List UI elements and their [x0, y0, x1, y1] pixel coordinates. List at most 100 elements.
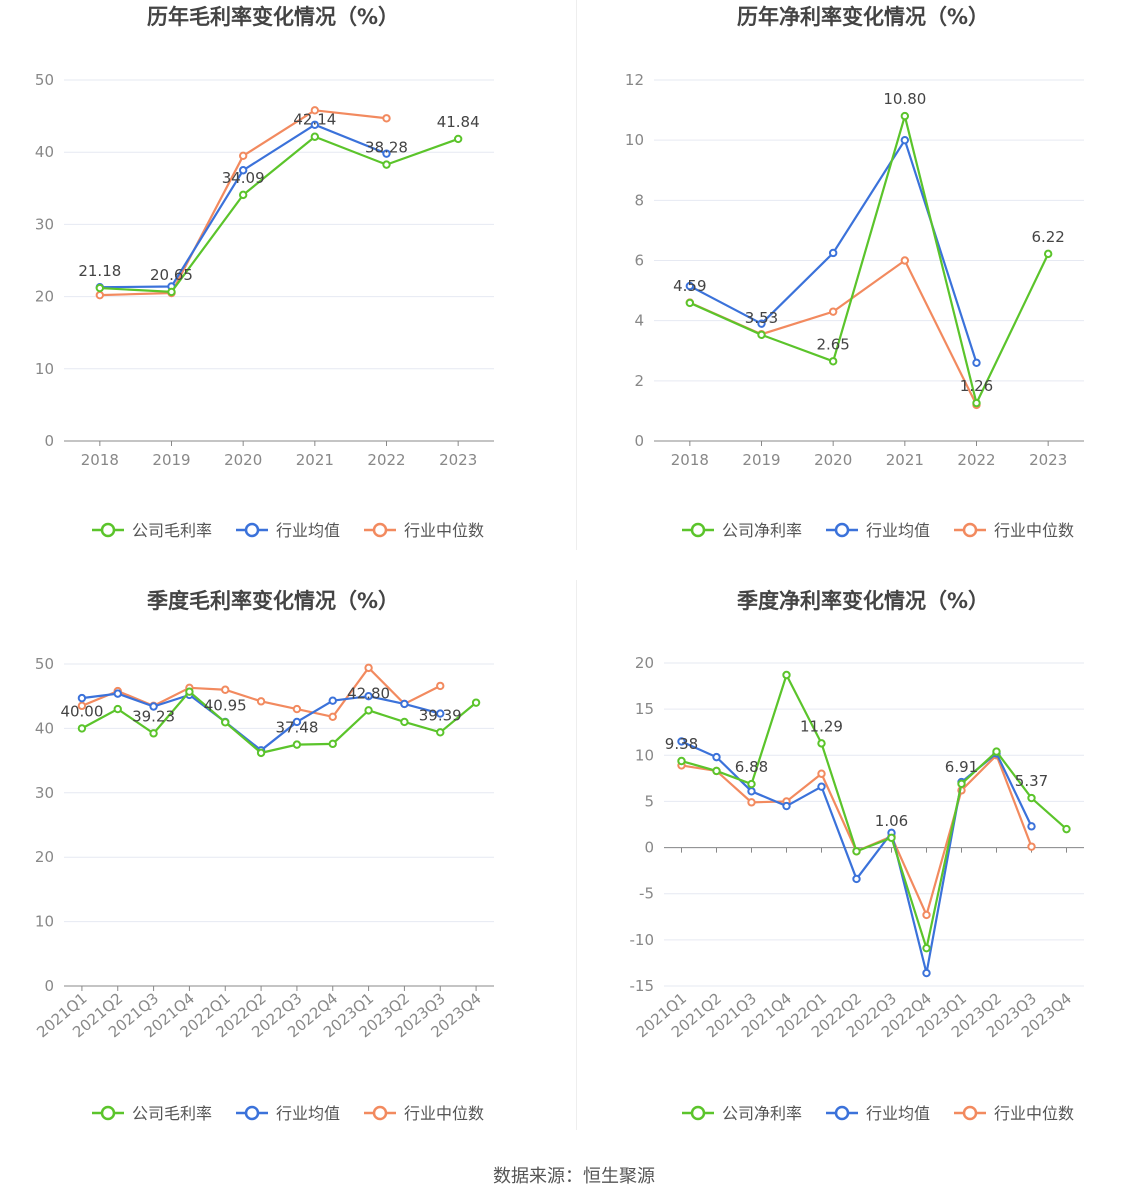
y-tick-label: 12: [625, 71, 644, 89]
y-tick-label: 10: [635, 746, 654, 764]
chart-panel-annual-gross-margin: 历年毛利率变化情况（%） 0 10 20 30 40 50 2018 2019 2020 2021 2…: [0, 0, 574, 580]
legend-marker-avg: [834, 1105, 850, 1121]
data-point-company: [77, 724, 87, 733]
series-line-company: [81, 690, 477, 755]
legend-label-median: 行业中位数: [994, 1104, 1074, 1123]
y-tick-label: 10: [35, 913, 54, 931]
data-point-company: [712, 766, 721, 776]
data-label: 2.65: [816, 335, 849, 353]
data-label: 42.80: [347, 684, 390, 702]
data-point-avg: [757, 319, 766, 328]
data-point-avg: [747, 787, 756, 796]
data-point-median: [382, 114, 391, 123]
data-point-company: [1043, 249, 1053, 259]
series-line-avg: [99, 123, 387, 289]
y-tick-label: 50: [35, 655, 54, 673]
data-label: 37.48: [275, 719, 318, 737]
x-tick-label: 2022: [957, 451, 995, 469]
y-tick-label: 40: [35, 143, 54, 161]
data-point-median: [364, 663, 373, 673]
data-point-median: [817, 769, 826, 778]
data-point-median: [256, 697, 266, 706]
y-tick-label: 30: [35, 215, 54, 233]
data-point-avg: [817, 782, 826, 791]
data-point-company: [292, 740, 302, 749]
data-label: 6.91: [945, 758, 978, 776]
data-point-median: [747, 798, 756, 807]
legend-marker-company: [100, 522, 116, 538]
data-label: 38.28: [365, 139, 408, 157]
series-line-median: [689, 258, 978, 406]
y-tick-label: 30: [35, 784, 54, 802]
data-point-company: [310, 132, 320, 141]
data-label: 21.18: [78, 262, 121, 280]
chart-title: 季度净利率变化情况（%）: [737, 589, 989, 613]
data-label: 41.84: [437, 113, 480, 131]
y-tick-label: 10: [35, 360, 54, 378]
data-point-company: [453, 134, 463, 144]
data-point-avg: [828, 248, 838, 258]
data-point-avg: [149, 702, 158, 711]
y-tick-label: 50: [35, 71, 54, 89]
series-line-median: [99, 109, 387, 297]
data-point-avg: [852, 874, 861, 884]
data-label: 3.53: [745, 309, 778, 327]
data-point-avg: [310, 120, 320, 129]
vertical-divider-bottom: [576, 580, 577, 1130]
data-point-median: [221, 685, 230, 694]
legend-label-median: 行业中位数: [404, 521, 484, 540]
x-tick-label: 2023: [1029, 451, 1067, 469]
data-point-avg: [782, 801, 791, 811]
y-tick-label: 5: [644, 792, 654, 810]
y-tick-label: 20: [635, 654, 654, 672]
legend-label-company: 公司毛利率: [132, 521, 212, 540]
data-point-median: [238, 151, 248, 161]
x-tick-label: 2021: [886, 451, 924, 469]
legend-marker-median: [372, 1105, 388, 1121]
series-line-avg: [681, 740, 1033, 974]
y-tick-label: -10: [630, 931, 655, 949]
data-point-avg: [77, 693, 87, 703]
data-label: 5.37: [1015, 772, 1048, 790]
data-label: 1.26: [960, 377, 993, 395]
y-tick-label: 2: [634, 372, 644, 390]
legend-marker-company: [100, 1105, 116, 1121]
chart-panel-quarterly-net-margin: 季度净利率变化情况（%） -15 -10 -5 0 5 10 15 20 2021Q1 2021Q2…: [590, 583, 1148, 1163]
y-tick-label: 15: [635, 700, 654, 718]
data-point-company: [747, 779, 756, 789]
data-point-company: [400, 717, 409, 727]
data-point-median: [328, 712, 337, 722]
series-line-company: [681, 672, 1068, 953]
data-point-company: [828, 357, 838, 366]
legend-label-median: 行业中位数: [404, 1104, 484, 1123]
data-point-company: [972, 398, 981, 408]
y-tick-label: 20: [35, 848, 54, 866]
data-label: 39.39: [419, 706, 462, 724]
data-point-avg: [1027, 822, 1036, 831]
data-point-avg: [922, 968, 931, 978]
data-point-company: [471, 698, 481, 707]
data-point-avg: [685, 281, 695, 291]
data-point-company: [238, 190, 248, 200]
data-label: 10.80: [883, 90, 926, 108]
data-point-company: [185, 687, 194, 696]
data-label: 6.88: [735, 758, 768, 776]
data-point-company: [328, 739, 337, 749]
data-point-avg: [712, 752, 721, 762]
legend-label-avg: 行业均值: [276, 1104, 340, 1123]
chart-title: 历年毛利率变化情况（%）: [147, 5, 399, 29]
data-point-avg: [328, 696, 337, 705]
data-point-company: [436, 728, 445, 737]
legend-label-company: 公司净利率: [722, 521, 802, 540]
data-point-company: [887, 833, 896, 842]
chart-panel-quarterly-gross-margin: 季度毛利率变化情况（%） 0 10 20 30 40 50 2021Q1 2021Q2 2021Q…: [0, 583, 574, 1163]
data-point-median: [828, 307, 838, 316]
data-point-company: [382, 160, 391, 169]
data-point-company: [677, 756, 686, 766]
data-point-avg: [292, 717, 302, 727]
data-point-avg: [364, 692, 373, 701]
legend-marker-company: [690, 522, 706, 538]
data-label: 1.06: [875, 812, 908, 830]
y-tick-label: 20: [35, 288, 54, 306]
data-point-median: [1027, 842, 1036, 851]
